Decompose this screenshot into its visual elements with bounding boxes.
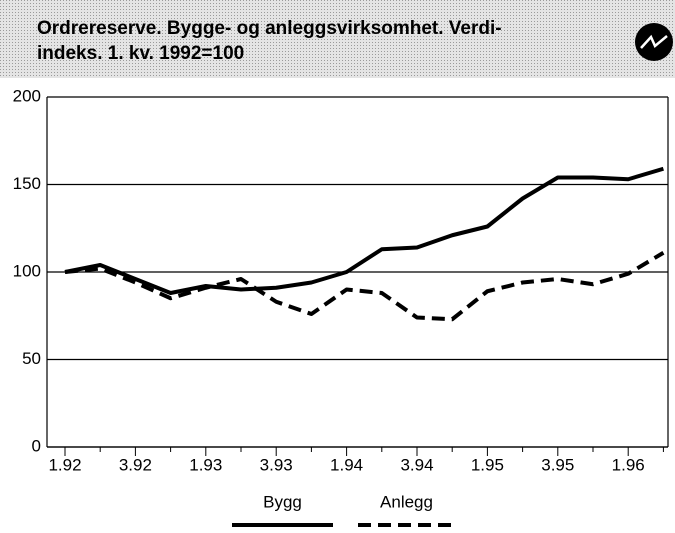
x-tick-label: 3.92 [119, 455, 152, 474]
line-series [64, 251, 665, 322]
y-tick-label: 100 [13, 261, 41, 280]
chart-title: Ordrereserve. Bygge- og anleggsvirksomhe… [37, 18, 502, 39]
x-tick-label: 3.93 [260, 455, 293, 474]
x-tick-label: 1.94 [330, 455, 363, 474]
y-tick-label: 50 [22, 349, 41, 368]
logo [635, 23, 673, 61]
y-tick-label: 150 [13, 174, 41, 193]
y-tick-label: 200 [13, 86, 41, 105]
x-tick-label: 1.95 [471, 455, 504, 474]
y-tick-label: 0 [32, 436, 41, 455]
x-tick-label: 3.94 [400, 455, 433, 474]
chart-title: indeks. 1. kv. 1992=100 [37, 43, 244, 64]
x-tick-label: 1.92 [48, 455, 81, 474]
x-tick-label: 1.93 [189, 455, 222, 474]
line-series [64, 166, 664, 295]
x-tick-label: 1.96 [612, 455, 645, 474]
header-band [0, 0, 675, 78]
legend-label: Anlegg [380, 492, 433, 511]
legend-label: Bygg [263, 492, 302, 511]
x-tick-label: 3.95 [541, 455, 574, 474]
